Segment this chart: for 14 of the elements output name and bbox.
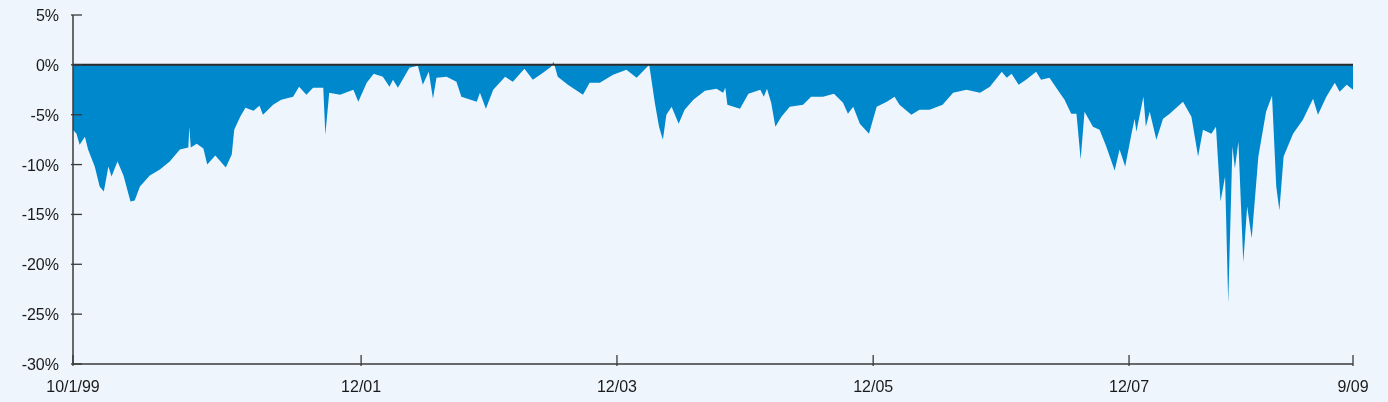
y-tick-label: -25% xyxy=(21,306,59,324)
x-tick-label: 9/09 xyxy=(1337,378,1369,395)
x-tick-label: 12/05 xyxy=(853,378,894,395)
y-tick-label: 0% xyxy=(35,56,59,74)
y-tick-label: -30% xyxy=(21,356,59,373)
x-tick-label: 12/03 xyxy=(596,378,638,395)
y-tick-label: -15% xyxy=(21,206,59,224)
y-tick-label: 5% xyxy=(35,7,59,24)
x-tick-label: 10/1/99 xyxy=(46,378,100,395)
x-tick-label: 12/01 xyxy=(341,378,382,395)
y-tick-label: -10% xyxy=(21,156,59,174)
y-tick-label: -20% xyxy=(21,256,59,274)
y-tick-label: -5% xyxy=(30,106,59,124)
x-tick-label: 12/07 xyxy=(1109,378,1150,395)
